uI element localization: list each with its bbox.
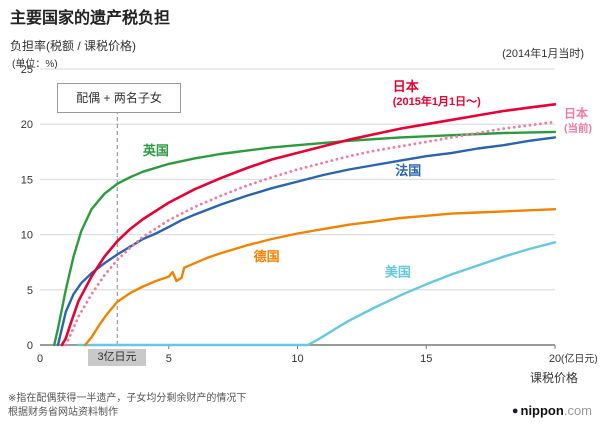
logo-tld: .com <box>563 403 592 418</box>
unit-label: (单位：%) <box>12 59 58 70</box>
annotation-box: 配偶 + 两名子女 <box>57 83 181 113</box>
chart-title: 主要国家的遗产税负担 <box>10 10 171 27</box>
series-label-france: 法国 <box>395 163 421 178</box>
x-tick-label: 15 <box>420 353 432 365</box>
series-label-germany: 德国 <box>254 249 280 264</box>
logo-name: nippon <box>520 403 564 418</box>
series-line-germany <box>83 207 557 347</box>
x-tick-label: 20 <box>549 353 561 365</box>
series-line-france <box>56 136 557 347</box>
x-tick-label: 0 <box>37 353 43 365</box>
logo-dot-icon: ● <box>511 405 519 417</box>
y-tick-label: 0 <box>27 340 33 352</box>
as-of-label: (2014年1月当时) <box>502 48 584 60</box>
footnote-line2: 根据财务省网站资料制作 <box>8 407 118 418</box>
x-axis-title: 课税价格 <box>529 371 578 385</box>
y-tick-label: 5 <box>27 285 33 297</box>
series-label-uk: 英国 <box>142 143 169 158</box>
x-marker-badge: 3亿日元 <box>88 349 146 366</box>
series-label-japan-2015: 日本(2015年1月1日～) <box>393 79 481 108</box>
x-tick-label: 5 <box>166 353 172 365</box>
footnote-line1: ※指在配偶获得一半遗产，子女均分剩余财产的情况下 <box>8 393 247 404</box>
y-tick-label: 15 <box>21 174 33 186</box>
y-tick-label: 20 <box>21 119 33 131</box>
series-label-japan-current: 日本(当前) <box>564 106 592 135</box>
logo: ● nippon.com <box>512 403 592 418</box>
y-axis-title: 负担率(税额 / 课税价格) <box>10 39 136 53</box>
series-line-japan-current <box>64 120 557 347</box>
series-line-japan-2015 <box>60 102 557 347</box>
series-label-usa: 美国 <box>385 265 411 280</box>
x-axis-unit-suffix: (亿日元) <box>561 352 598 365</box>
y-tick-label: 25 <box>21 64 33 76</box>
x-tick-label: 10 <box>291 353 303 365</box>
y-tick-label: 10 <box>21 230 33 242</box>
series-line-usa <box>77 241 557 347</box>
series-line-uk <box>53 130 557 347</box>
